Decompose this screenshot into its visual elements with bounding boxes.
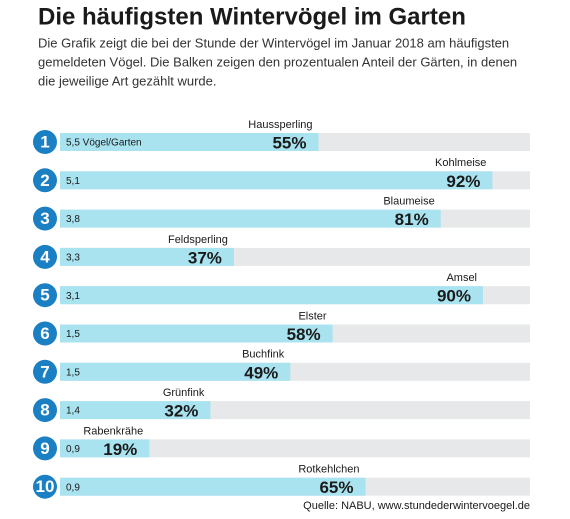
- rank-label: 8: [40, 401, 49, 420]
- bar: [60, 171, 493, 190]
- category-label: Rotkehlchen: [298, 464, 359, 476]
- bar: [60, 209, 441, 228]
- bar-track: [60, 439, 530, 458]
- category-label: Buchfink: [242, 349, 285, 361]
- count-label: 0,9: [66, 444, 80, 455]
- rank-label: 4: [40, 247, 50, 266]
- category-label: Grünfink: [163, 387, 205, 399]
- subtitle: gemeldeten Vögel. Die Balken zeigen den …: [38, 54, 517, 69]
- category-label: Feldsperling: [168, 234, 228, 246]
- rank-label: 2: [40, 171, 49, 190]
- chart-title: Die häufigsten Wintervögel im Garten: [38, 3, 466, 30]
- rank-circle: [33, 359, 57, 384]
- subtitle: die jeweilige Art gezählt wurde.: [38, 73, 217, 88]
- value-label: 32%: [164, 402, 198, 421]
- category-label: Blaumeise: [383, 196, 434, 208]
- subtitle: Die Grafik zeigt die bei der Stunde der …: [38, 35, 509, 50]
- category-label: Kohlmeise: [435, 157, 486, 169]
- count-label: 3,8: [66, 214, 80, 225]
- count-label: 3,1: [66, 291, 80, 302]
- value-label: 37%: [188, 248, 222, 267]
- rank-label: 3: [40, 209, 49, 228]
- count-label: 5,1: [66, 176, 80, 187]
- rank-circle: [33, 474, 57, 499]
- rank-label: 9: [40, 439, 49, 458]
- rank-circle: [33, 130, 57, 154]
- bar: [60, 362, 291, 381]
- count-label: 0,9: [66, 482, 80, 493]
- value-label: 90%: [437, 287, 471, 306]
- bar: [60, 324, 333, 343]
- rank-label: 6: [40, 324, 49, 343]
- value-label: 65%: [319, 478, 353, 497]
- count-label: 1,5: [66, 367, 80, 378]
- rank-circle: [33, 436, 57, 461]
- category-label: Elster: [298, 310, 326, 322]
- value-label: 92%: [446, 172, 480, 191]
- bar: [60, 247, 234, 266]
- rank-circle: [33, 206, 57, 231]
- rank-label: 10: [36, 477, 55, 496]
- value-label: 55%: [272, 133, 306, 152]
- rank-circle: [33, 321, 57, 346]
- rank-label: 5: [40, 286, 49, 305]
- count-label: 5,5 Vögel/Garten: [66, 138, 142, 149]
- bar: [60, 477, 366, 496]
- bar: [60, 401, 211, 420]
- rank-circle: [33, 168, 57, 193]
- bar: [60, 439, 150, 458]
- source: Quelle: NABU, www.stundederwintervoegel.…: [303, 500, 530, 512]
- rank-circle: [33, 283, 57, 308]
- value-label: 81%: [395, 210, 429, 229]
- count-label: 1,5: [66, 329, 80, 340]
- bar: [60, 133, 319, 151]
- category-label: Haussperling: [248, 119, 312, 131]
- bar: [60, 286, 483, 305]
- rank-circle: [33, 244, 57, 269]
- rank-label: 1: [40, 132, 49, 151]
- rank-label: 7: [40, 362, 49, 381]
- count-label: 1,4: [66, 406, 80, 417]
- category-label: Amsel: [446, 272, 477, 284]
- value-label: 58%: [287, 325, 321, 344]
- value-label: 49%: [244, 363, 278, 382]
- count-label: 3,3: [66, 253, 80, 264]
- value-label: 19%: [103, 440, 137, 459]
- rank-circle: [33, 398, 57, 423]
- category-label: Rabenkrähe: [83, 425, 143, 437]
